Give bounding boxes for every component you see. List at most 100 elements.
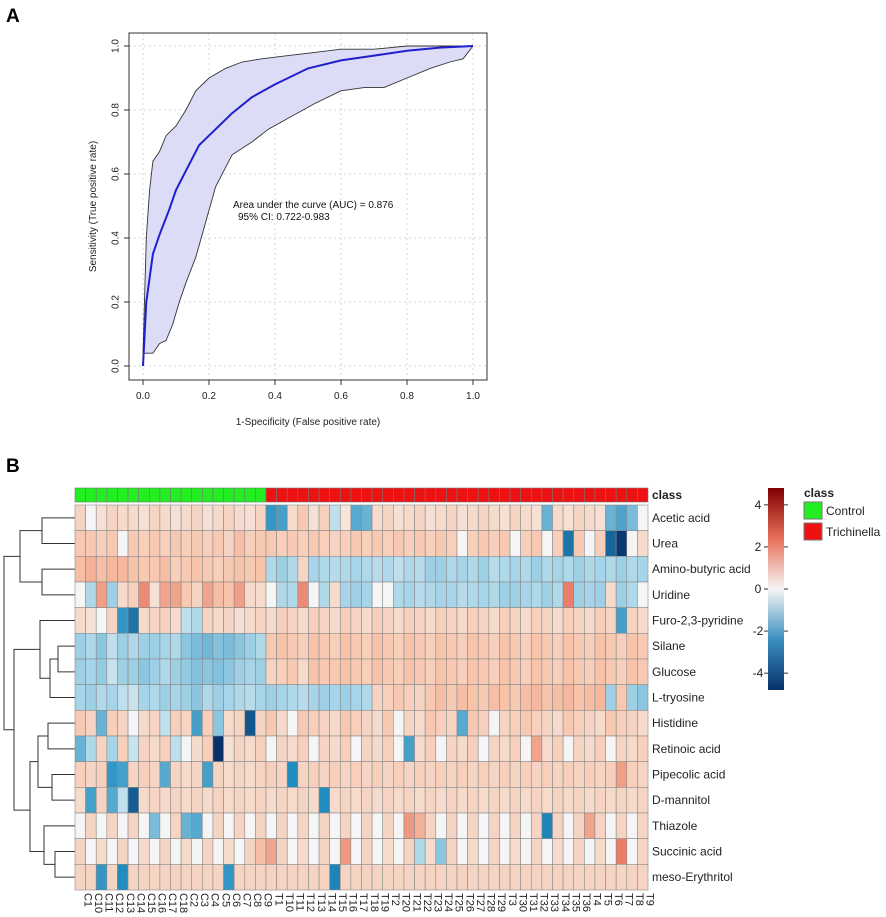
heatmap-cell	[414, 530, 426, 557]
heatmap-cell	[467, 684, 479, 711]
column-label: C10	[92, 893, 104, 913]
column-labels: C1C10C11C12C13C14C15C16C17C18C2C3C4C5C6C…	[81, 893, 655, 913]
heatmap-cell	[435, 812, 447, 839]
heatmap-cell	[435, 556, 447, 583]
heatmap-cell	[382, 633, 394, 660]
heatmap-cell	[361, 761, 373, 788]
heatmap-cell	[414, 658, 426, 685]
heatmap-cell	[414, 864, 426, 891]
heatmap-cell	[308, 633, 320, 660]
class-bar-cell	[520, 487, 532, 503]
heatmap-cell	[361, 838, 373, 865]
heatmap-cell	[594, 864, 606, 891]
class-bar-cell	[541, 487, 553, 503]
heatmap-cell	[541, 812, 553, 839]
heatmap-cell	[573, 530, 585, 557]
heatmap-cell	[499, 864, 511, 891]
heatmap-cell	[85, 633, 97, 660]
heatmap-cell	[488, 735, 500, 762]
heatmap-cell	[541, 633, 553, 660]
row-label: Furo-2,3-pyridine	[652, 614, 744, 628]
heatmap-cell	[403, 710, 415, 737]
heatmap-cell	[573, 504, 585, 531]
heatmap-cell	[361, 735, 373, 762]
heatmap-cell	[371, 864, 384, 891]
heatmap-cell	[308, 838, 320, 865]
heatmap-cell	[276, 633, 288, 660]
dendrogram-branch	[37, 735, 52, 788]
heatmap-cell	[615, 684, 628, 711]
heatmap-cell	[106, 504, 118, 531]
class-bar-cell	[233, 487, 246, 503]
heatmap-cell	[95, 556, 108, 583]
class-bar-cell	[127, 487, 139, 503]
heatmap-cell	[594, 761, 606, 788]
heatmap-cell	[393, 812, 405, 839]
heatmap-cell	[446, 710, 458, 737]
panel-label-b: B	[6, 456, 20, 477]
heatmap-cell	[286, 735, 299, 762]
heatmap-cell	[552, 530, 564, 557]
heatmap-cell	[74, 787, 86, 814]
heatmap-cell	[584, 658, 596, 685]
dendrogram-branch	[3, 555, 20, 731]
heatmap-cell	[117, 658, 129, 685]
dendrogram-branch	[29, 761, 44, 852]
heatmap-cell	[584, 607, 596, 634]
heatmap-cell	[106, 710, 118, 737]
heatmap-cell	[361, 581, 373, 608]
heatmap-cell	[637, 838, 649, 865]
heatmap-cell	[265, 787, 277, 814]
heatmap-cell	[223, 864, 235, 891]
heatmap-cell	[541, 581, 553, 608]
heatmap-cell	[276, 658, 288, 685]
heatmap-cell	[148, 710, 161, 737]
heatmap-cell	[244, 504, 256, 531]
class-bar-cell	[477, 487, 490, 503]
row-label: Silane	[652, 639, 686, 653]
legend-title: class	[804, 486, 834, 500]
column-label: T15	[336, 893, 348, 912]
heatmap-cell	[233, 838, 246, 865]
heatmap-cell	[446, 530, 458, 557]
heatmap-cell	[477, 838, 490, 865]
heatmap-cell	[74, 504, 86, 531]
row-label: Thiazole	[652, 819, 698, 833]
heatmap-cell	[509, 633, 521, 660]
heatmap-cell	[350, 864, 362, 891]
column-label: T7	[622, 893, 634, 906]
heatmap-cell	[180, 812, 193, 839]
heatmap-cell	[297, 684, 309, 711]
heatmap-cell	[637, 735, 649, 762]
heatmap-cell	[202, 530, 214, 557]
heatmap-cell	[244, 864, 256, 891]
heatmap-cell	[382, 864, 394, 891]
heatmap-cell	[138, 710, 150, 737]
row-label: D-mannitol	[652, 793, 710, 807]
dendrogram-branch	[39, 620, 75, 679]
heatmap-cell	[339, 787, 352, 814]
heatmap-cell	[393, 761, 405, 788]
column-label: T13	[315, 893, 327, 912]
heatmap-cell	[286, 556, 299, 583]
heatmap-cell	[180, 710, 193, 737]
heatmap-cell	[265, 864, 277, 891]
heatmap-cell	[637, 530, 649, 557]
roc-x-tick-label: 0.2	[202, 391, 216, 402]
heatmap-cell	[615, 504, 628, 531]
heatmap-cell	[265, 735, 277, 762]
heatmap-cell	[584, 761, 596, 788]
heatmap-cell	[615, 658, 628, 685]
heatmap-cell	[403, 658, 415, 685]
heatmap-cell	[138, 812, 150, 839]
heatmap-cell	[626, 684, 638, 711]
roc-x-tick-label: 0.8	[400, 391, 414, 402]
heatmap-cell	[446, 658, 458, 685]
heatmap-cell	[329, 504, 341, 531]
heatmap-cell	[297, 812, 309, 839]
heatmap-cell	[138, 658, 150, 685]
class-bar-cell	[393, 487, 405, 503]
heatmap-cell	[488, 581, 500, 608]
heatmap-cell	[170, 530, 182, 557]
column-label: T5	[601, 893, 613, 906]
